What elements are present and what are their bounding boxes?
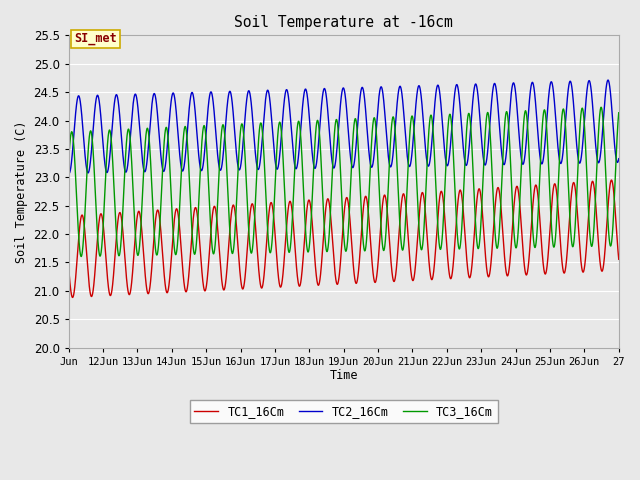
TC3_16Cm: [275, 121, 283, 127]
Y-axis label: Soil Temperature (C): Soil Temperature (C): [15, 120, 28, 263]
Title: Soil Temperature at -16cm: Soil Temperature at -16cm: [234, 15, 453, 30]
TC1_16Cm: [165, 284, 173, 290]
TC2_16Cm: [476, 107, 483, 112]
TC2_16Cm: [517, 154, 525, 159]
Line: TC2_16Cm: TC2_16Cm: [68, 80, 619, 173]
TC1_16Cm: [65, 265, 72, 271]
Legend: TC1_16Cm, TC2_16Cm, TC3_16Cm: TC1_16Cm, TC2_16Cm, TC3_16Cm: [189, 400, 498, 423]
TC3_16Cm: [65, 157, 72, 163]
Line: TC1_16Cm: TC1_16Cm: [68, 180, 619, 298]
TC3_16Cm: [476, 242, 483, 248]
TC1_16Cm: [607, 177, 615, 183]
TC1_16Cm: [275, 278, 283, 284]
TC3_16Cm: [597, 104, 605, 110]
TC3_16Cm: [422, 173, 430, 179]
TC3_16Cm: [615, 110, 623, 116]
X-axis label: Time: Time: [330, 370, 358, 383]
Text: SI_met: SI_met: [74, 33, 116, 46]
TC1_16Cm: [517, 219, 525, 225]
TC3_16Cm: [77, 253, 85, 259]
TC3_16Cm: [395, 198, 403, 204]
Line: TC3_16Cm: TC3_16Cm: [68, 107, 619, 256]
TC2_16Cm: [422, 156, 430, 162]
TC3_16Cm: [165, 144, 173, 150]
TC1_16Cm: [395, 236, 403, 241]
TC1_16Cm: [422, 225, 430, 231]
TC2_16Cm: [65, 170, 73, 176]
TC2_16Cm: [165, 125, 173, 131]
TC1_16Cm: [68, 295, 76, 300]
TC2_16Cm: [275, 159, 283, 165]
TC1_16Cm: [476, 186, 483, 192]
TC2_16Cm: [65, 170, 72, 176]
TC2_16Cm: [395, 87, 403, 93]
TC3_16Cm: [517, 170, 525, 176]
TC2_16Cm: [604, 77, 612, 83]
TC1_16Cm: [615, 256, 623, 262]
TC2_16Cm: [615, 156, 623, 162]
